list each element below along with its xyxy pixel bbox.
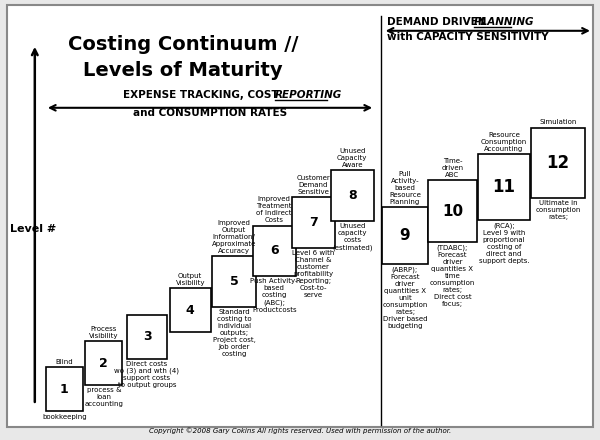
- Text: Improved
Output
Information/
Approximate
Accuracy: Improved Output Information/ Approximate…: [212, 220, 256, 254]
- Text: Level #: Level #: [10, 224, 56, 234]
- Text: Unused
capacity
costs
(estimated): Unused capacity costs (estimated): [332, 224, 373, 251]
- Text: Levels of Maturity: Levels of Maturity: [83, 61, 283, 80]
- Text: (ABRP);
Forecast
driver
quantities X
unit
consumption
rates;
Driver based
budget: (ABRP); Forecast driver quantities X uni…: [382, 266, 428, 329]
- Text: bookkeeping: bookkeeping: [42, 414, 86, 420]
- Text: 8: 8: [348, 189, 356, 202]
- Text: DEMAND DRIVEN: DEMAND DRIVEN: [387, 17, 490, 27]
- Text: PLANNING: PLANNING: [474, 17, 535, 27]
- Text: 9: 9: [400, 228, 410, 243]
- Text: 6: 6: [270, 244, 278, 257]
- Bar: [478, 154, 530, 220]
- Text: 11: 11: [493, 178, 515, 196]
- Text: 4: 4: [186, 304, 194, 317]
- Bar: [46, 367, 83, 411]
- Bar: [212, 256, 256, 307]
- Text: Copyright ©2008 Gary Cokins All rights reserved. Used with permission of the aut: Copyright ©2008 Gary Cokins All rights r…: [149, 427, 451, 434]
- Text: process &
loan
accounting: process & loan accounting: [85, 387, 123, 407]
- Text: Unused
Capacity
Aware: Unused Capacity Aware: [337, 148, 367, 168]
- Text: 7: 7: [309, 216, 317, 229]
- Text: 3: 3: [143, 330, 151, 343]
- Bar: [382, 207, 428, 264]
- Bar: [428, 180, 477, 242]
- Bar: [292, 197, 335, 247]
- Text: Level 6 with
Channel &
customer
profitability
Reporting;
Cost-to-
serve: Level 6 with Channel & customer profitab…: [292, 250, 334, 298]
- Text: Blind: Blind: [55, 359, 73, 365]
- Text: REPORTING: REPORTING: [275, 90, 342, 99]
- Text: Costing Continuum //: Costing Continuum //: [68, 34, 298, 54]
- Text: Resource
Consumption
Accounting: Resource Consumption Accounting: [481, 132, 527, 152]
- Bar: [253, 225, 296, 276]
- Bar: [127, 315, 167, 359]
- Text: Ultimate in
consumption
rates;: Ultimate in consumption rates;: [535, 200, 581, 220]
- Text: (TDABC);
Forecast
driver
quantities X
time
consumption
rates;
Direct cost
focus;: (TDABC); Forecast driver quantities X ti…: [430, 244, 475, 307]
- Text: 2: 2: [100, 356, 108, 370]
- Text: 12: 12: [547, 154, 569, 172]
- Bar: [170, 288, 211, 332]
- Text: Time-
driven
ABC: Time- driven ABC: [442, 158, 463, 178]
- Text: (RCA);
Level 9 with
proportional
costing of
direct and
support depts.: (RCA); Level 9 with proportional costing…: [479, 222, 529, 264]
- Bar: [531, 128, 585, 198]
- Text: 1: 1: [60, 383, 68, 396]
- Text: and CONSUMPTION RATES: and CONSUMPTION RATES: [133, 108, 287, 118]
- Text: EXPENSE TRACKING, COST: EXPENSE TRACKING, COST: [123, 90, 282, 99]
- Text: Direct costs
wo (3) and wth (4)
support costs
to output groups: Direct costs wo (3) and wth (4) support …: [115, 361, 179, 388]
- Text: Improved
Treatment
of Indirect
Costs: Improved Treatment of Indirect Costs: [256, 196, 292, 224]
- Text: Customer
Demand
Sensitive: Customer Demand Sensitive: [296, 175, 330, 194]
- Bar: [331, 171, 374, 221]
- Text: 10: 10: [442, 204, 463, 219]
- Text: Process
Visibility: Process Visibility: [89, 326, 119, 339]
- Text: Standard
costing to
individual
outputs;
Project cost,
Job order
costing: Standard costing to individual outputs; …: [212, 309, 256, 357]
- Bar: [85, 341, 122, 385]
- Text: Simulation: Simulation: [539, 119, 577, 125]
- Text: 5: 5: [230, 275, 238, 288]
- Text: Push Activity-
based
costing
(ABC);
Productcosts: Push Activity- based costing (ABC); Prod…: [250, 279, 298, 313]
- Text: Pull
Activity-
based
Resource
Planning: Pull Activity- based Resource Planning: [389, 171, 421, 205]
- Text: with CAPACITY SENSITIVITY: with CAPACITY SENSITIVITY: [387, 32, 548, 41]
- Text: Output
Visibility: Output Visibility: [175, 273, 205, 286]
